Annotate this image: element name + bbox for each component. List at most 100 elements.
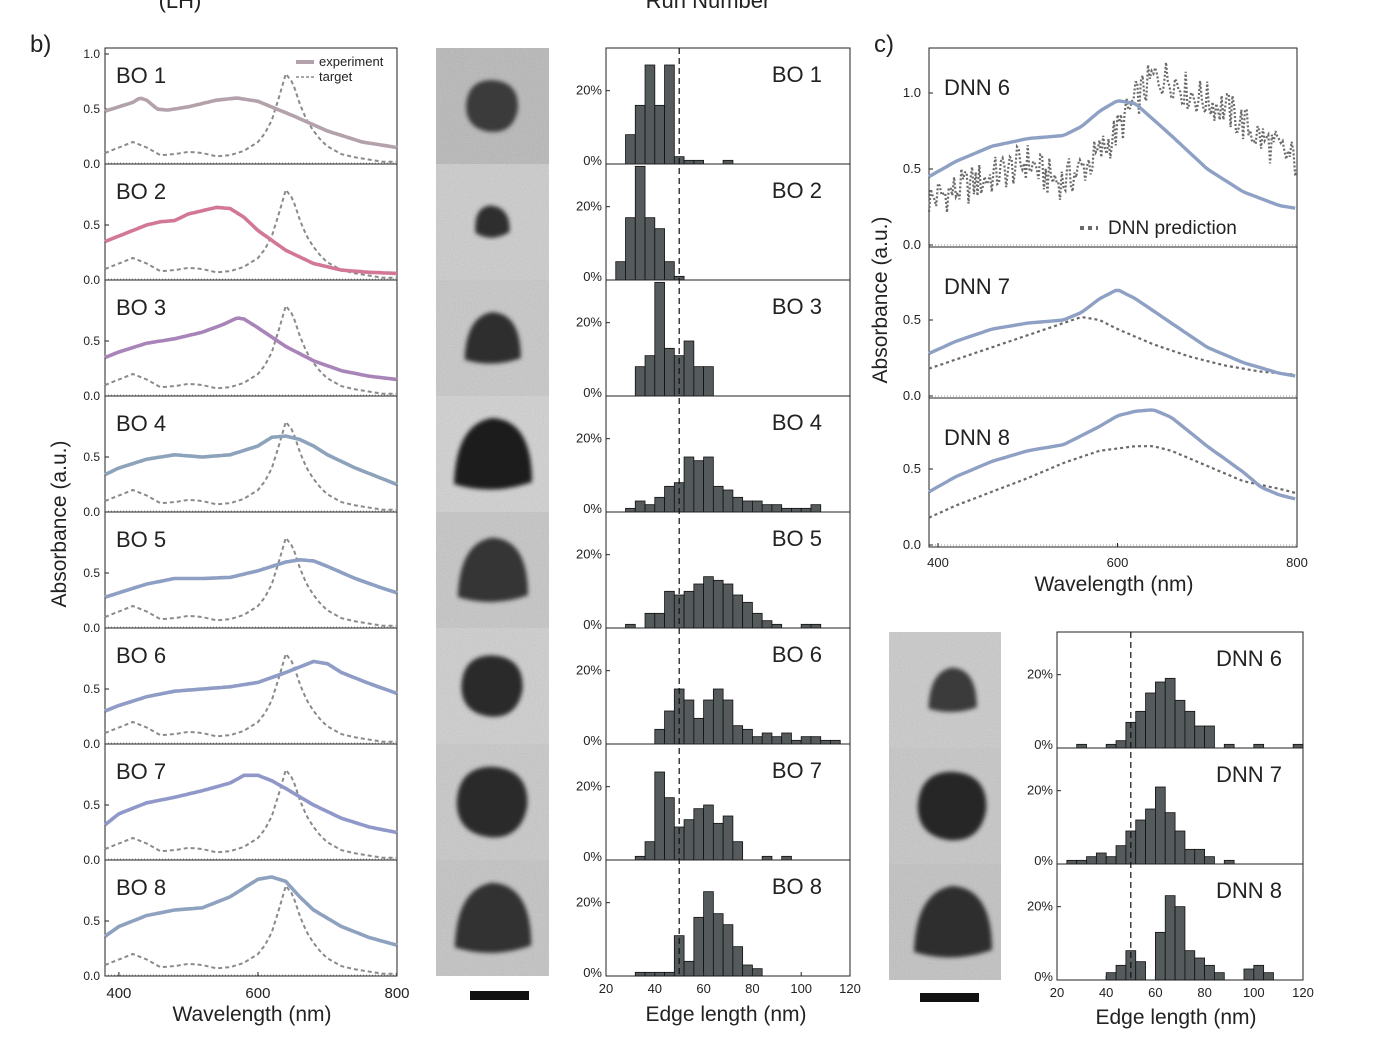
y-tick-label: 0.5 [903, 312, 921, 327]
histogram-bar [1105, 972, 1117, 981]
histogram-bar [634, 366, 646, 397]
y-tick-label: 1.0 [903, 85, 921, 100]
histogram-bar [693, 717, 705, 745]
panel-b-spectra: 0.0 0.5 1.0 BO 1 0.0 0.5 BO 2 0.0 0.5 BO 3 0.0 0.5 B… [83, 47, 409, 1002]
y-tick-label: 0.0 [83, 621, 100, 635]
spectrum-frame [928, 47, 1298, 548]
target-line [104, 767, 397, 859]
histogram-bar [683, 340, 695, 397]
x-tick-label: 120 [839, 981, 861, 996]
histogram-bar [654, 612, 665, 629]
histogram-bar [722, 159, 734, 165]
histogram-bar [722, 815, 734, 861]
nanoparticle-shape [466, 80, 518, 132]
histogram-bar [683, 590, 695, 629]
y-tick-label: 0.5 [83, 218, 100, 232]
y-tick-label: 0.5 [83, 450, 100, 464]
histogram-bar [693, 916, 705, 977]
histogram-bar [1174, 906, 1186, 981]
histogram-bar [1115, 845, 1127, 865]
histogram-bar [703, 891, 714, 977]
histogram-bar [1194, 848, 1206, 865]
histogram-bar [1243, 968, 1255, 981]
histogram-bar [742, 601, 753, 629]
histogram-bar [703, 456, 714, 513]
histogram-bar [654, 771, 665, 861]
histogram-bar [1135, 710, 1146, 749]
experiment-line [104, 316, 398, 382]
histogram-bar [703, 576, 714, 629]
experiment-line [104, 557, 398, 599]
x-tick-label: 600 [245, 985, 270, 1002]
histogram-bar [1164, 677, 1176, 749]
histogram-bar [752, 736, 763, 745]
histogram-bar [664, 971, 675, 977]
x-tick-label: 20 [599, 981, 613, 996]
y-tick-label: 0.5 [83, 914, 100, 928]
histogram-bar [654, 496, 665, 513]
panel-label: DNN 7 [1216, 762, 1282, 787]
histogram-bar [771, 736, 783, 745]
panel-label: BO 2 [116, 179, 166, 204]
histogram-bar [1204, 964, 1215, 981]
y-tick-label: 0% [583, 153, 602, 168]
nanoparticle-shape [454, 418, 532, 490]
experiment-line [928, 408, 1296, 501]
histogram-bar [771, 504, 783, 513]
nanoparticle-shape [928, 667, 977, 713]
histogram-bar [810, 623, 822, 629]
histogram-bar [830, 739, 841, 745]
experiment-line [928, 99, 1296, 210]
histogram-bar [703, 804, 714, 861]
histogram-bar [683, 819, 695, 861]
histogram-bar [810, 504, 822, 513]
histogram-bar [1184, 950, 1196, 981]
histogram-bar [1204, 856, 1215, 865]
histogram-bar [654, 104, 665, 165]
scale-bar [920, 993, 979, 1002]
panel-label: BO 7 [772, 758, 822, 783]
histogram-bar [722, 699, 734, 745]
histogram-bar [752, 968, 763, 977]
panel-label: DNN 6 [1216, 646, 1282, 671]
histogram-bar [712, 579, 724, 629]
y-tick-label: 0% [583, 269, 602, 284]
histogram-bar [1204, 725, 1215, 749]
panel-label: BO 6 [772, 642, 822, 667]
prediction-line [927, 62, 1299, 213]
histogram-bar [781, 507, 792, 513]
x-tick-label: 40 [1099, 985, 1113, 1000]
histogram-bar [1174, 830, 1186, 865]
histogram-bar [644, 355, 656, 397]
histogram-bar [634, 971, 646, 977]
nanoparticle-shape [475, 205, 510, 238]
histogram-bar [703, 366, 714, 397]
histogram-bar [1184, 848, 1196, 865]
histogram-bar [693, 366, 705, 397]
histogram-bar [1145, 692, 1156, 749]
histogram-bar [683, 699, 695, 745]
y-tick-label: 0.0 [83, 969, 100, 983]
nanoparticle-shape [464, 312, 521, 364]
target-line [104, 883, 397, 975]
histogram-bar [1086, 856, 1097, 865]
nanoparticle-shape [456, 766, 528, 838]
y-tick-label: 0% [1034, 969, 1053, 984]
experiment-line [104, 96, 398, 150]
x-tick-label: 800 [384, 985, 409, 1002]
histogram-bar [742, 964, 753, 977]
histogram-bar [644, 841, 656, 861]
panel-label: BO 3 [116, 295, 166, 320]
y-tick-label: 1.0 [83, 47, 100, 61]
histogram-bar [761, 504, 773, 513]
histogram-bar [1184, 710, 1196, 749]
x-tick-label: 120 [1292, 985, 1314, 1000]
histogram-bar [742, 500, 753, 513]
histogram-bar [654, 971, 665, 977]
histogram-bar [1076, 743, 1087, 749]
target-line [104, 535, 397, 627]
histogram-bar [781, 732, 792, 745]
y-tick-label: 0.5 [903, 161, 921, 176]
histogram-bar [683, 159, 695, 165]
histogram-bar [1263, 972, 1274, 981]
